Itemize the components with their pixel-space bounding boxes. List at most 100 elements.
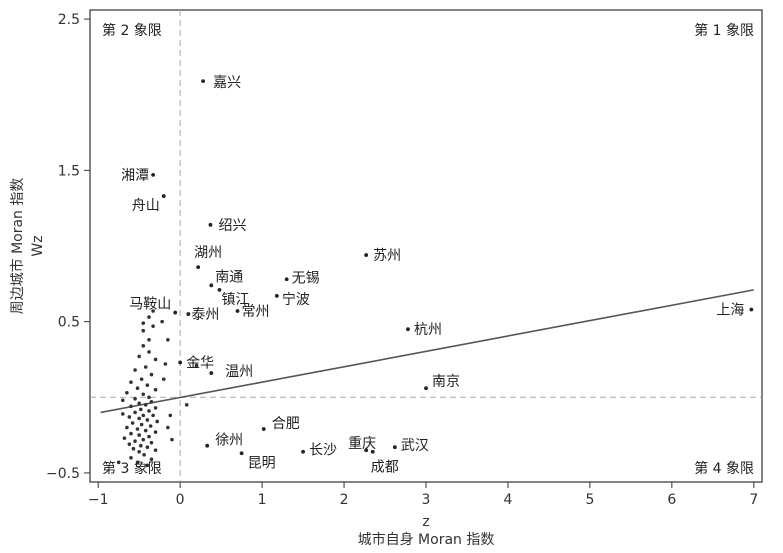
- data-point: [141, 392, 146, 397]
- data-point: [139, 377, 144, 381]
- labeled-data-point: [178, 360, 183, 365]
- city-label: 嘉兴: [213, 75, 241, 91]
- data-point: [122, 436, 127, 440]
- data-point: [139, 407, 143, 412]
- data-point: [155, 419, 159, 424]
- city-label: 无锡: [292, 270, 320, 286]
- data-point: [129, 404, 133, 409]
- data-point: [120, 412, 125, 416]
- data-point: [153, 406, 158, 410]
- x-tick-label: 6: [667, 492, 676, 508]
- data-point: [141, 413, 146, 418]
- labeled-data-point: [392, 445, 397, 450]
- data-point: [149, 400, 154, 404]
- city-label: 舟山: [132, 198, 160, 214]
- city-label: 上海: [716, 303, 744, 319]
- y-tick-label: −0.5: [46, 466, 80, 482]
- data-point: [147, 395, 151, 400]
- labeled-data-point: [370, 449, 375, 454]
- x-axis-ticks: −1 0 1 2 3 4 5 6 7: [88, 482, 758, 508]
- data-point: [142, 452, 146, 457]
- data-point: [135, 386, 140, 391]
- plot-frame: [89, 9, 763, 483]
- data-point: [151, 309, 155, 313]
- data-point: [127, 415, 132, 419]
- data-point: [149, 372, 154, 377]
- quadrant-label-2: 第 2 象限: [102, 22, 162, 39]
- city-label: 合肥: [272, 416, 300, 432]
- data-point: [145, 418, 150, 422]
- x-tick-label: 0: [176, 492, 185, 508]
- city-label: 马鞍山: [129, 297, 171, 313]
- labeled-data-point: [364, 448, 369, 453]
- labeled-data-point: [235, 309, 240, 313]
- data-point: [137, 401, 141, 406]
- data-point: [149, 457, 154, 462]
- y-axis-label: 周边城市 Moran 指数: [9, 178, 26, 315]
- data-point: [129, 455, 133, 460]
- y-axis-symbol: Wz: [30, 235, 46, 256]
- city-label: 长沙: [309, 443, 337, 459]
- data-point: [151, 324, 155, 328]
- city-label: 绍兴: [218, 218, 246, 234]
- x-tick-label: 5: [585, 492, 594, 508]
- data-point: [137, 449, 141, 454]
- data-point: [153, 430, 158, 434]
- data-point: [133, 410, 137, 415]
- city-label: 温州: [225, 364, 253, 380]
- data-point: [141, 328, 146, 333]
- labeled-data-point: [274, 294, 279, 298]
- data-point: [145, 463, 150, 468]
- data-point: [147, 434, 151, 439]
- x-tick-label: 3: [422, 492, 431, 508]
- data-point: [161, 377, 166, 381]
- data-point: [147, 350, 151, 354]
- labeled-data-point: [201, 79, 205, 84]
- data-point: [153, 448, 158, 453]
- labeled-data-point: [424, 386, 428, 391]
- labeled-data-point: [209, 371, 214, 375]
- x-tick-label: 2: [340, 492, 349, 508]
- city-label: 金华: [186, 355, 214, 371]
- data-point: [143, 403, 148, 407]
- city-label: 湘潭: [121, 167, 149, 184]
- data-point: [160, 319, 164, 324]
- labeled-data-point: [284, 277, 289, 282]
- city-label: 重庆: [348, 436, 376, 452]
- data-point: [125, 390, 129, 395]
- data-point: [137, 433, 141, 437]
- data-point: [131, 446, 136, 451]
- data-point: [139, 422, 144, 427]
- data-point: [139, 443, 143, 448]
- data-point: [141, 321, 146, 325]
- city-label: 武汉: [401, 438, 429, 454]
- unlabeled-points: [116, 309, 199, 468]
- data-point: [127, 442, 132, 446]
- data-point: [137, 354, 141, 359]
- city-label: 成都: [371, 460, 399, 476]
- labeled-data-point: [186, 312, 191, 316]
- data-point: [149, 440, 154, 445]
- x-tick-label: 1: [258, 492, 267, 508]
- regression-line: [100, 289, 754, 414]
- data-point: [129, 431, 133, 436]
- data-point: [125, 425, 129, 430]
- data-point: [137, 416, 141, 421]
- data-point: [147, 409, 151, 413]
- labeled-data-point: [217, 287, 222, 292]
- x-tick-label: −1: [88, 492, 109, 508]
- labeled-data-point: [205, 443, 210, 448]
- city-label: 南京: [432, 374, 460, 390]
- data-point: [133, 396, 137, 401]
- y-tick-label: 1.5: [58, 163, 80, 179]
- labeled-data-point: [261, 427, 266, 431]
- labeled-data-point: [209, 283, 214, 288]
- data-point: [147, 315, 151, 319]
- x-axis-label: 城市自身 Moran 指数: [358, 531, 495, 548]
- data-point: [145, 445, 150, 450]
- quadrant-label-3: 第 3 象限: [102, 460, 162, 477]
- city-label: 苏州: [373, 248, 401, 264]
- data-point: [141, 437, 146, 442]
- city-label: 镇江: [221, 292, 249, 308]
